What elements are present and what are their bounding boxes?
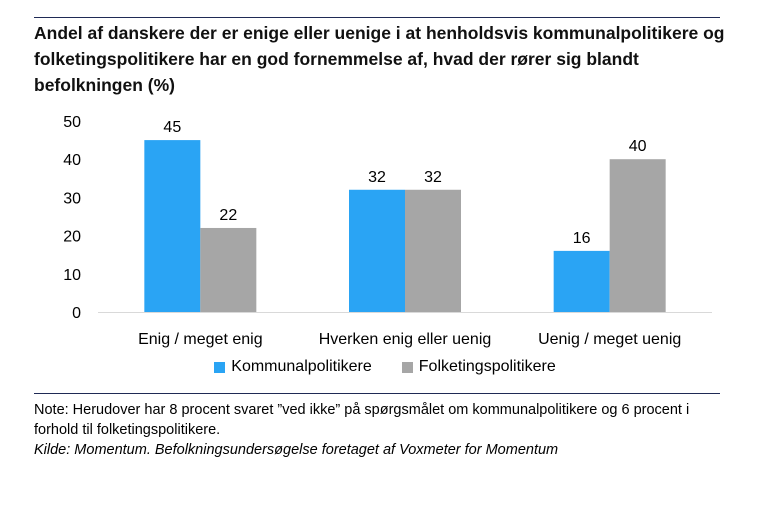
legend-swatch-kommunal xyxy=(214,361,226,373)
chart-source: Kilde: Momentum. Befolkningsundersøgelse… xyxy=(34,442,559,458)
x-category-label: Uenig / meget uenig xyxy=(538,331,681,348)
bar-chart: 0 10 20 30 40 50 45 22 Enig / meget enig 32 32 Hver… xyxy=(63,114,712,348)
legend-item-folketing: Folketingspolitikere xyxy=(401,358,556,376)
data-label: 22 xyxy=(219,207,237,224)
bar-kommunal xyxy=(553,250,610,312)
legend-item-kommunal: Kommunalpolitikere xyxy=(214,358,372,376)
x-category-label: Hverken enig eller uenig xyxy=(319,331,492,348)
bar-kommunal xyxy=(144,140,201,312)
y-tick-label: 0 xyxy=(72,305,81,322)
data-label: 40 xyxy=(629,138,647,155)
y-tick-label: 50 xyxy=(63,114,81,131)
data-label: 32 xyxy=(368,169,386,186)
chart-note: Note: Herudover har 8 procent svaret ”ve… xyxy=(34,402,690,438)
y-tick-label: 40 xyxy=(63,152,81,169)
data-label: 45 xyxy=(163,119,181,136)
legend: Kommunalpolitikere Folketingspolitikere xyxy=(0,358,770,376)
y-tick-label: 30 xyxy=(63,190,81,207)
bottom-rule xyxy=(34,393,720,394)
chart-title: Andel af danskere der er enige eller uen… xyxy=(34,23,725,95)
data-label: 16 xyxy=(573,230,591,247)
bar-folketing xyxy=(609,159,666,312)
x-category-label: Enig / meget enig xyxy=(138,331,263,348)
bar-folketing xyxy=(200,227,257,312)
bar-folketing xyxy=(405,189,461,312)
legend-label-kommunal: Kommunalpolitikere xyxy=(231,358,372,375)
y-tick-label: 20 xyxy=(63,229,81,246)
bar-kommunal xyxy=(349,189,405,312)
top-rule xyxy=(34,17,720,18)
legend-label-folketing: Folketingspolitikere xyxy=(418,358,556,375)
y-tick-label: 10 xyxy=(63,267,81,284)
data-label: 32 xyxy=(424,169,442,186)
legend-swatch-folketing xyxy=(401,361,413,373)
